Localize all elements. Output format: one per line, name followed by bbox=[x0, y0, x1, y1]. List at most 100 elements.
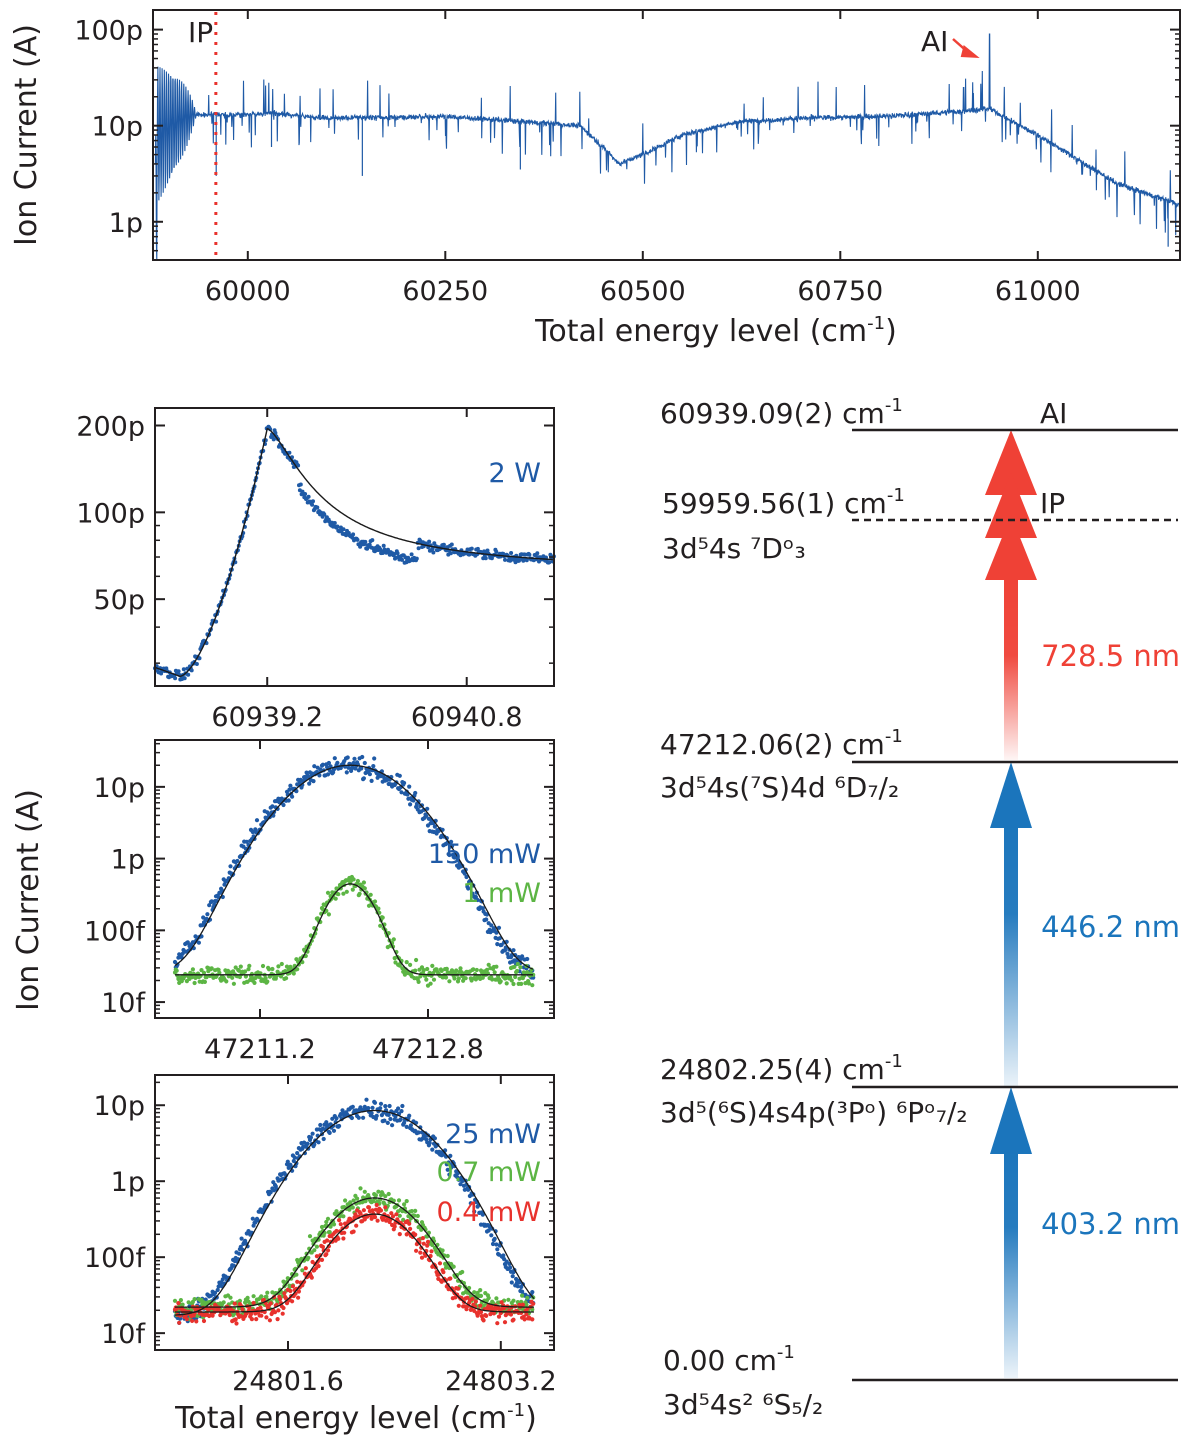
panel-ai-point bbox=[189, 668, 194, 673]
panel-4d-point-0 bbox=[360, 754, 365, 760]
panel-4d-point-1 bbox=[413, 968, 418, 973]
panel-4p-ytick-label-2: 1p bbox=[111, 1167, 145, 1198]
panel-ai-point bbox=[370, 538, 375, 543]
panel-4d-point-1 bbox=[508, 975, 513, 980]
panel-4p-point-0 bbox=[305, 1141, 310, 1146]
panel-4p-point-1 bbox=[402, 1202, 407, 1207]
panel-4d-point-1 bbox=[514, 968, 520, 974]
panel-4p-point-2 bbox=[464, 1307, 469, 1312]
panel-4p-point-1 bbox=[327, 1230, 332, 1235]
panel-4p-point-2 bbox=[481, 1318, 486, 1323]
panel-4p-point-0 bbox=[416, 1130, 421, 1135]
level-tag-ip: IP bbox=[1040, 487, 1065, 520]
panel-4d-point-0 bbox=[462, 871, 467, 876]
panel-ai-ytick-label-1: 100p bbox=[76, 498, 145, 529]
panel-4p-point-2 bbox=[176, 1301, 181, 1306]
panel-4p-point-0 bbox=[231, 1263, 236, 1268]
panel-4d-point-1 bbox=[357, 891, 362, 896]
panel-4p-point-2 bbox=[369, 1216, 374, 1221]
panel-4p-point-2 bbox=[268, 1301, 273, 1306]
panel-ai-legend-0: 2 W bbox=[489, 458, 541, 489]
panel-4d-point-1 bbox=[249, 971, 254, 977]
panel-4p-point-1 bbox=[186, 1300, 191, 1305]
panel-4p-point-2 bbox=[419, 1255, 425, 1260]
panel-4p-point-2 bbox=[390, 1214, 396, 1219]
panel-4p-point-2 bbox=[429, 1249, 434, 1254]
panel-4d-point-0 bbox=[484, 917, 489, 922]
panel-4d-point-0 bbox=[328, 764, 333, 769]
panel-4p-point-1 bbox=[259, 1294, 264, 1299]
panel-ai-point bbox=[298, 482, 303, 487]
panel-4p-point-1 bbox=[319, 1224, 325, 1230]
panel-ai-point bbox=[358, 544, 363, 549]
panel-4p-point-2 bbox=[389, 1211, 394, 1216]
panel-4p-point-1 bbox=[264, 1294, 269, 1299]
panel-4p-point-0 bbox=[382, 1118, 387, 1123]
panel-ai-axes: 60939.2 60940.8 50p 100p 200p bbox=[76, 408, 554, 733]
panel-4d-point-0 bbox=[505, 951, 510, 957]
panel-4p-point-0 bbox=[520, 1289, 525, 1294]
panel-4p-point-1 bbox=[409, 1209, 414, 1214]
panel-4p-point-2 bbox=[325, 1248, 331, 1253]
panel-4d-point-1 bbox=[288, 964, 293, 969]
panel-ai-point bbox=[416, 546, 421, 551]
panel-4p-point-1 bbox=[343, 1198, 348, 1203]
panel-4p-point-2 bbox=[314, 1254, 319, 1259]
panel-4p-point-2 bbox=[421, 1241, 426, 1246]
panel-4d-point-1 bbox=[368, 892, 373, 897]
panel-4p-point-1 bbox=[192, 1297, 197, 1302]
panel-4d-point-0 bbox=[335, 760, 340, 765]
panel-4d-point-1 bbox=[361, 880, 366, 885]
panel-4p-point-2 bbox=[249, 1317, 254, 1322]
panel-4p-ytick-label-0: 10f bbox=[101, 1319, 146, 1350]
panel-4p-point-2 bbox=[484, 1313, 489, 1318]
panel-4p-point-2 bbox=[275, 1317, 280, 1322]
panel-4d-point-0 bbox=[407, 784, 412, 789]
panel-4p-point-1 bbox=[404, 1199, 409, 1204]
panel-4d-point-0 bbox=[212, 902, 217, 907]
panel-4p-point-2 bbox=[418, 1250, 423, 1255]
panel-4d-point-1 bbox=[454, 968, 459, 973]
panel-4d-point-0 bbox=[281, 802, 286, 808]
panel-ai-point bbox=[485, 548, 490, 553]
panel-ai-point bbox=[414, 556, 419, 561]
panel-4p-point-2 bbox=[375, 1218, 380, 1223]
panel-4p-point-0 bbox=[308, 1135, 313, 1140]
panel-4p-point-1 bbox=[494, 1296, 499, 1301]
panel-4d-point-1 bbox=[400, 966, 405, 971]
panel-4d-point-1 bbox=[459, 970, 464, 975]
panel-4p-point-1 bbox=[331, 1222, 337, 1227]
panel-4p-point-1 bbox=[351, 1198, 356, 1203]
panel-4p-point-1 bbox=[355, 1196, 360, 1201]
panel-4p-point-1 bbox=[467, 1285, 472, 1291]
panel-4d-point-0 bbox=[205, 912, 210, 917]
panel-ai-point bbox=[296, 463, 301, 468]
panel-4p-point-1 bbox=[412, 1213, 417, 1218]
panel-ai-point bbox=[432, 541, 437, 546]
overview-ytick-label-2: 100p bbox=[74, 16, 143, 47]
panel-4p-point-0 bbox=[337, 1123, 342, 1129]
panel-4p-point-1 bbox=[373, 1193, 378, 1198]
panel-4d-point-1 bbox=[224, 979, 229, 984]
panel-ai-point bbox=[503, 557, 507, 562]
panel-4p-point-0 bbox=[501, 1253, 506, 1258]
panel-4p-point-2 bbox=[383, 1205, 388, 1210]
panel-4p-point-2 bbox=[320, 1244, 325, 1249]
panel-4d-ytick-label-0: 10f bbox=[101, 988, 146, 1019]
panel-4d-point-1 bbox=[431, 977, 437, 982]
panel-ai-chart: 60939.2 60940.8 50p 100p 200p 2 W bbox=[76, 407, 556, 733]
panel-4d-point-1 bbox=[263, 976, 268, 981]
panel-4p-xtick-label-1: 24803.2 bbox=[445, 1366, 557, 1397]
panel-4d-point-0 bbox=[286, 798, 291, 803]
panel-4p-point-0 bbox=[361, 1115, 366, 1120]
panel-4p-point-0 bbox=[295, 1151, 300, 1156]
panel-ai-point bbox=[392, 552, 397, 556]
panel-4p-point-2 bbox=[338, 1222, 343, 1227]
panel-4p-point-2 bbox=[290, 1284, 295, 1289]
panel-4p-point-1 bbox=[460, 1269, 465, 1275]
panel-4d-point-1 bbox=[408, 962, 413, 968]
panel-4d-point-1 bbox=[243, 969, 248, 974]
panel-4p-point-0 bbox=[448, 1153, 453, 1158]
panel-4d-point-1 bbox=[444, 966, 449, 972]
panel-4p-point-2 bbox=[441, 1270, 446, 1275]
